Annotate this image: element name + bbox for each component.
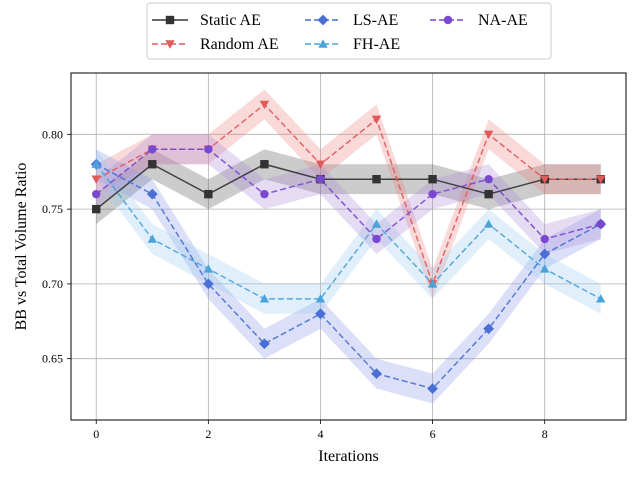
na-ae-point bbox=[204, 145, 213, 154]
legend-static-ae-marker bbox=[165, 15, 175, 25]
ls-ae-point bbox=[371, 368, 382, 380]
fh-ae-point bbox=[259, 294, 270, 303]
random-ae-point bbox=[315, 160, 326, 169]
x-axis-label: Iterations bbox=[318, 448, 378, 465]
fh-ae-point bbox=[596, 294, 606, 303]
fh-ae-point bbox=[427, 279, 438, 288]
legend-items: Static AE Random AE LS-AE FH-AE NA-AE bbox=[152, 12, 528, 53]
fh-ae-point bbox=[315, 294, 326, 303]
fh-ae-point bbox=[540, 264, 550, 273]
fh-ae-line bbox=[95, 163, 602, 300]
random-ae-point bbox=[371, 115, 382, 125]
legend-fh-ae-marker bbox=[318, 39, 328, 48]
static-ae-point bbox=[484, 189, 493, 199]
confidence-bands bbox=[96, 89, 601, 404]
legend-na-ae-marker bbox=[443, 15, 453, 25]
na-ae-point bbox=[92, 189, 101, 199]
fh-ae-point bbox=[203, 264, 214, 273]
x-tick-label: 0 bbox=[93, 427, 99, 441]
y-tick-label: 0.65 bbox=[42, 352, 63, 366]
na-ae-point bbox=[148, 145, 157, 154]
y-axis-label: BB vs Total Volume Ratio bbox=[13, 163, 30, 331]
random-ae-point bbox=[596, 175, 606, 184]
y-axis-ticks: 0.65 0.70 0.75 0.80 bbox=[42, 127, 71, 366]
na-ae-point bbox=[596, 219, 605, 229]
static-ae-point bbox=[204, 189, 213, 199]
static-ae-line bbox=[95, 163, 601, 210]
y-tick-label: 0.80 bbox=[42, 127, 63, 141]
grid-lines bbox=[71, 73, 626, 420]
random-ae-point bbox=[91, 175, 101, 184]
legend-random-ae-marker bbox=[165, 40, 175, 49]
na-ae-band bbox=[96, 134, 601, 254]
legend-ls-ae-label: LS-AE bbox=[353, 12, 398, 29]
ls-ae-point bbox=[202, 278, 214, 290]
na-ae-point bbox=[316, 174, 325, 184]
static-ae-point bbox=[260, 160, 269, 169]
x-tick-label: 4 bbox=[317, 427, 323, 441]
y-tick-label: 0.70 bbox=[42, 277, 63, 291]
na-ae-point bbox=[484, 174, 493, 184]
legend-random-ae-label: Random AE bbox=[200, 36, 279, 53]
fh-ae-point bbox=[147, 234, 157, 243]
na-ae-point bbox=[372, 234, 381, 244]
random-ae-band bbox=[96, 89, 601, 299]
y-tick-label: 0.75 bbox=[42, 202, 63, 216]
fh-ae-point bbox=[91, 159, 101, 168]
random-ae-point bbox=[483, 130, 494, 140]
static-ae-point bbox=[148, 160, 157, 169]
na-ae-point bbox=[428, 189, 437, 199]
series-lines bbox=[95, 103, 602, 390]
series-markers bbox=[90, 100, 607, 394]
legend-na-ae-label: NA-AE bbox=[478, 12, 528, 29]
fh-ae-point bbox=[371, 219, 382, 228]
na-ae-line bbox=[95, 148, 601, 241]
ls-ae-point bbox=[315, 308, 326, 320]
static-ae-point bbox=[428, 174, 437, 184]
x-axis-ticks: 0 2 4 6 8 bbox=[93, 420, 548, 441]
x-tick-label: 8 bbox=[542, 427, 548, 441]
ls-ae-band bbox=[96, 149, 601, 404]
fh-ae-band bbox=[96, 149, 601, 314]
x-tick-label: 2 bbox=[205, 427, 211, 441]
ls-ae-point bbox=[146, 188, 158, 200]
ls-ae-line bbox=[95, 163, 602, 390]
legend-fh-ae-label: FH-AE bbox=[353, 36, 400, 53]
legend-ls-ae-marker bbox=[317, 14, 329, 26]
ls-ae-point bbox=[259, 338, 270, 350]
legend: Static AE Random AE LS-AE FH-AE NA-AE bbox=[146, 2, 552, 60]
static-ae-band bbox=[96, 149, 601, 225]
x-tick-label: 6 bbox=[430, 427, 436, 441]
static-ae-point bbox=[372, 174, 381, 184]
random-ae-point bbox=[259, 100, 270, 110]
static-ae-point bbox=[92, 204, 101, 214]
ls-ae-point bbox=[539, 248, 551, 260]
fh-ae-point bbox=[483, 219, 494, 228]
ls-ae-point bbox=[483, 323, 495, 335]
legend-static-ae-label: Static AE bbox=[200, 12, 261, 29]
na-ae-point bbox=[260, 189, 269, 199]
plot-area-frame bbox=[70, 72, 627, 421]
ls-ae-point bbox=[427, 383, 438, 394]
random-ae-point bbox=[540, 175, 550, 184]
na-ae-point bbox=[540, 234, 549, 244]
